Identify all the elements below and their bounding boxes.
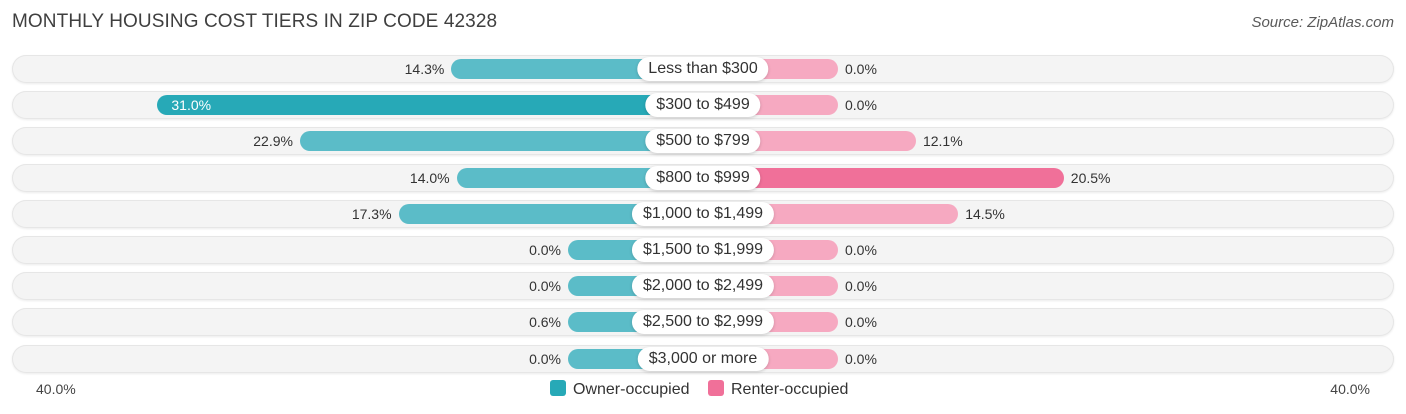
- renter-value-label-2: 12.1%: [922, 133, 963, 150]
- legend-item-renter: Renter-occupied: [708, 379, 848, 401]
- renter-value-label-6: 0.0%: [845, 278, 877, 295]
- source-credit: Source: ZipAtlas.com: [1251, 14, 1394, 31]
- owner-value-label-6: 0.0%: [529, 278, 561, 295]
- owner-value-label-0: 14.3%: [404, 61, 445, 77]
- owner-bar-4: [398, 203, 703, 224]
- category-label-3: $800 to $999: [645, 165, 761, 190]
- owner-value-label-2: 22.9%: [253, 133, 293, 150]
- owner-value-label-3: 14.0%: [409, 169, 450, 186]
- category-label-1: $300 to $499: [645, 93, 761, 118]
- owner-value-label-8: 0.0%: [529, 350, 561, 367]
- legend-label-renter: Renter-occupied: [731, 381, 849, 398]
- legend-item-owner: Owner-occupied: [550, 379, 690, 401]
- owner-value-label-4: 17.3%: [351, 205, 392, 222]
- category-label-5: $1,500 to $1,999: [631, 238, 775, 262]
- owner-bar-1: [157, 95, 703, 116]
- renter-bar-3: [703, 167, 1064, 188]
- category-label-2: $500 to $799: [645, 129, 761, 154]
- legend-swatch-renter: [708, 380, 724, 396]
- category-label-6: $2,000 to $2,499: [631, 274, 775, 299]
- renter-value-label-1: 0.0%: [845, 97, 877, 114]
- chart-title: MONTHLY HOUSING COST TIERS IN ZIP CODE 4…: [12, 11, 498, 32]
- renter-value-label-4: 14.5%: [965, 205, 1005, 222]
- legend-label-owner: Owner-occupied: [573, 381, 690, 398]
- owner-bar-3: [456, 167, 703, 188]
- category-label-4: $1,000 to $1,499: [631, 201, 775, 226]
- axis-left-label: 40.0%: [36, 381, 76, 397]
- legend: Owner-occupied Renter-occupied: [0, 379, 1406, 401]
- owner-value-label-7: 0.6%: [529, 314, 561, 331]
- owner-value-label-5: 0.0%: [529, 242, 561, 258]
- legend-swatch-owner: [550, 380, 566, 396]
- renter-value-label-8: 0.0%: [845, 350, 877, 367]
- renter-value-label-7: 0.0%: [845, 314, 877, 331]
- renter-value-label-5: 0.0%: [845, 242, 877, 258]
- category-label-7: $2,500 to $2,999: [631, 310, 775, 335]
- category-label-8: $3,000 or more: [637, 346, 769, 371]
- axis-right-label: 40.0%: [1330, 381, 1370, 397]
- owner-bar-2: [299, 131, 703, 152]
- renter-value-label-3: 20.5%: [1070, 169, 1111, 186]
- category-label-0: Less than $300: [637, 57, 769, 81]
- renter-value-label-0: 0.0%: [845, 61, 877, 77]
- owner-value-label-1: 31.0%: [171, 97, 212, 114]
